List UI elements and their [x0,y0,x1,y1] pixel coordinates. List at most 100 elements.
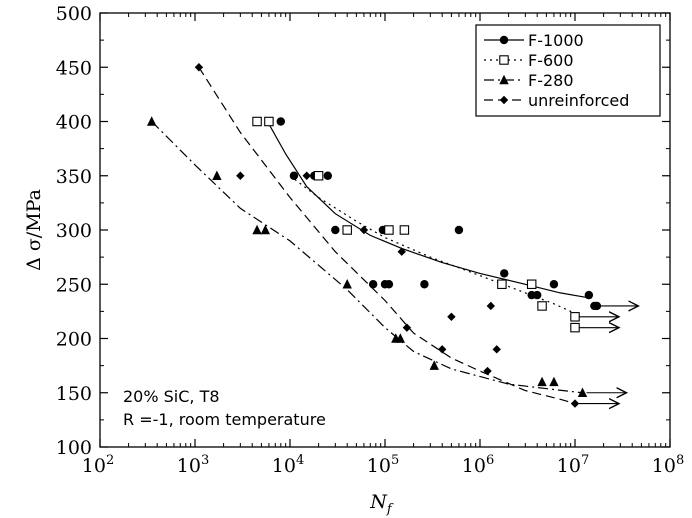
data-point [342,279,352,289]
series-f-600 [252,116,619,333]
fit-line-unreinforced [198,66,576,405]
data-point [236,171,245,180]
x-tick-base: 10 [557,455,581,477]
x-axis-title-sub: f [386,502,394,517]
data-point [492,345,501,354]
y-tick-label: 100 [56,437,92,459]
x-axis-title: Nf [369,491,394,517]
data-point [397,247,406,256]
x-tick-base: 10 [462,455,486,477]
x-tick-exponent: 4 [296,453,304,468]
data-point [497,279,507,289]
x-tick-exponent: 3 [201,453,209,468]
y-tick-label: 300 [56,220,92,242]
legend-marker [499,55,509,65]
legend-label-f-600: F-600 [528,51,574,70]
data-point [264,116,274,127]
y-tick-label: 400 [56,112,92,134]
data-point [483,366,492,376]
data-point [447,312,456,321]
legend-marker [499,74,509,85]
data-point [395,333,406,343]
data-point [537,376,547,387]
data-point [289,171,299,180]
data-point [402,323,412,332]
x-tick-label: 102 [82,453,114,477]
data-point [331,225,340,235]
data-point [500,269,509,278]
data-point [437,345,447,354]
data-point [570,399,580,408]
legend-marker [499,95,509,105]
data-point [429,360,439,370]
data-point [359,225,369,235]
data-point [313,171,324,181]
x-tick-label: 106 [462,453,494,477]
data-point [384,280,394,289]
axes: 102 103 104 105 106 107 1081001502002503003504… [23,3,684,517]
fit-line-f-280 [151,121,583,394]
data-point [532,290,542,300]
data-point [194,63,204,72]
fit-line-f-1000 [266,121,586,298]
annotation-line-2: R =-1, room temperature [123,410,326,429]
x-tick-base: 10 [177,455,201,477]
annotations: 20% SiC, T8 R =-1, room temperature [123,387,326,429]
x-tick-exponent: 5 [391,453,399,468]
data-point [212,170,222,180]
data-point [276,117,285,126]
data-point [454,225,464,235]
x-tick-base: 10 [272,455,296,477]
x-tick-base: 10 [367,455,391,477]
data-point [549,376,559,387]
y-tick-label: 200 [56,329,92,351]
legend-label-unreinforced: unreinforced [528,91,629,110]
data-point [592,301,602,311]
series-f-1000 [264,117,639,311]
series-unreinforced [194,63,619,408]
x-tick-label: 103 [177,453,209,477]
plot-area [146,63,639,408]
data-point [420,280,429,289]
x-tick-base: 10 [652,455,676,477]
data-point [570,322,580,333]
data-point [252,116,262,127]
data-point [342,225,352,235]
legend-marker [499,35,509,45]
x-tick-exponent: 7 [581,453,589,468]
y-tick-label: 250 [56,274,92,296]
data-point [146,116,157,126]
x-tick-exponent: 8 [676,453,684,468]
x-tick-exponent: 6 [486,453,494,468]
x-tick-exponent: 2 [106,453,114,468]
x-tick-base: 10 [82,455,106,477]
y-tick-label: 150 [56,383,92,405]
x-tick-label: 107 [557,453,589,477]
data-point [260,224,271,235]
data-point [584,290,594,300]
data-point [252,224,262,235]
data-point [368,280,378,289]
data-point [399,225,410,235]
data-point [537,301,547,311]
data-point [549,280,559,289]
x-tick-label: 108 [652,453,684,477]
y-tick-label: 500 [56,3,92,25]
data-point [323,171,333,180]
legend-label-f-1000: F-1000 [528,31,584,50]
x-tick-label: 104 [272,453,304,477]
y-tick-label: 450 [56,57,92,79]
data-point [577,387,588,397]
data-point [486,301,496,311]
data-point [526,279,537,289]
series-f-280 [146,116,627,397]
data-point [384,225,394,235]
data-point [302,171,311,180]
legend-label-f-280: F-280 [528,71,574,90]
annotation-line-1: 20% SiC, T8 [123,387,220,406]
y-axis-title: Δ σ/MPa [23,189,45,271]
data-point [570,312,580,322]
